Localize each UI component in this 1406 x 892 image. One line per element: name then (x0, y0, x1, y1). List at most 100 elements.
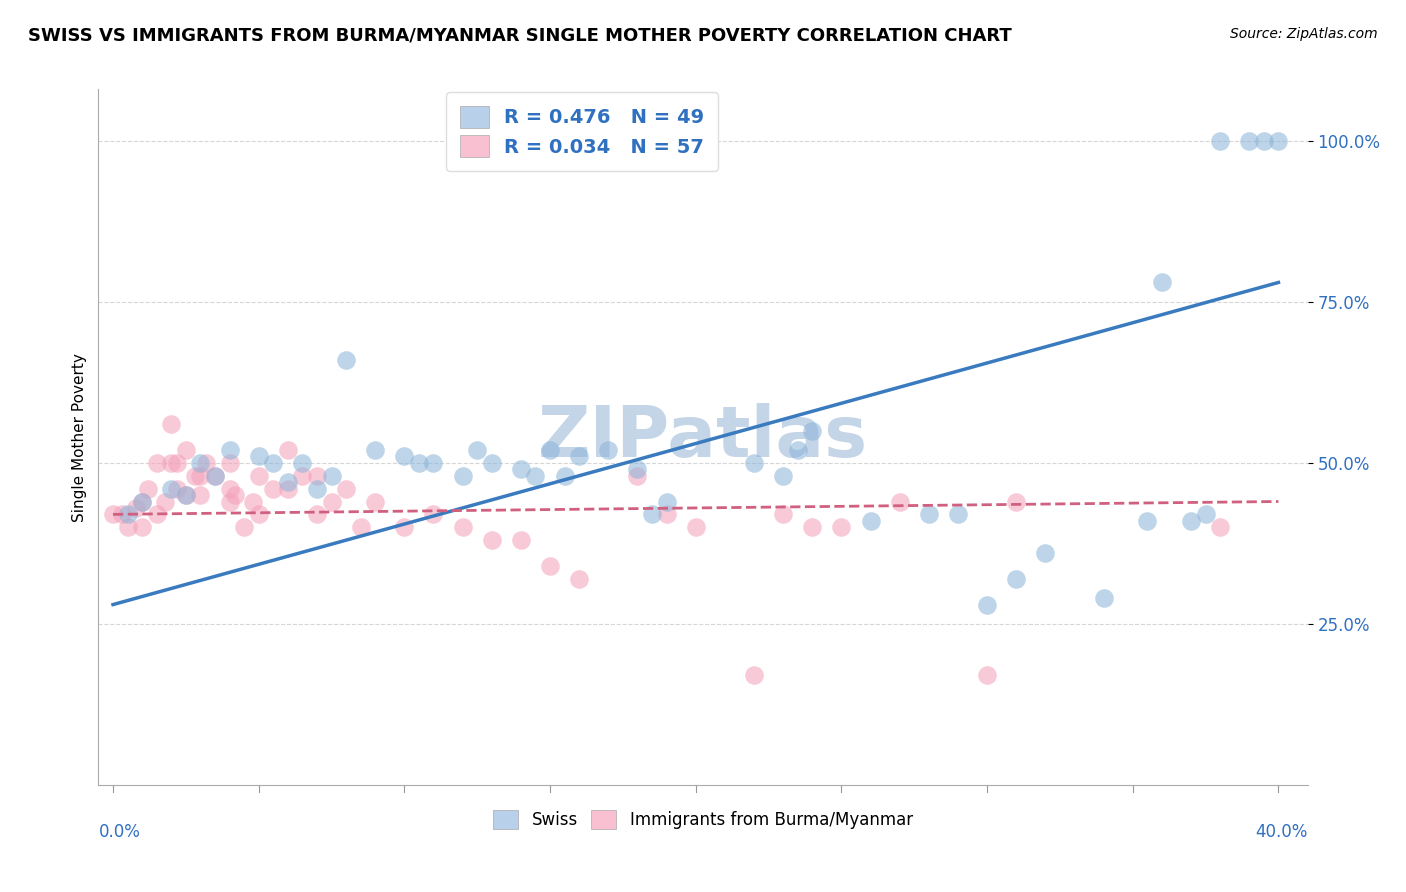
Text: SWISS VS IMMIGRANTS FROM BURMA/MYANMAR SINGLE MOTHER POVERTY CORRELATION CHART: SWISS VS IMMIGRANTS FROM BURMA/MYANMAR S… (28, 27, 1012, 45)
Point (451, 520, 474, 534)
Point (131, 494, 153, 508)
Point (136, 482, 159, 496)
Point (1239, 134, 1261, 148)
Point (772, 508, 794, 522)
Point (364, 494, 387, 508)
Point (685, 520, 707, 534)
Point (801, 520, 824, 534)
Point (946, 508, 969, 522)
Point (976, 668, 998, 682)
Legend: Swiss, Immigrants from Burma/Myanmar: Swiss, Immigrants from Burma/Myanmar (486, 803, 920, 836)
Point (305, 468, 328, 483)
Point (465, 442, 488, 457)
Point (190, 468, 212, 483)
Point (538, 558, 561, 573)
Point (204, 468, 226, 483)
Point (204, 468, 226, 483)
Point (247, 450, 270, 464)
Point (1033, 546, 1056, 560)
Point (183, 468, 205, 483)
Point (364, 442, 387, 457)
Point (481, 456, 503, 470)
Point (111, 508, 134, 522)
Point (408, 456, 430, 470)
Point (394, 520, 416, 534)
Point (451, 468, 474, 483)
Point (321, 494, 343, 508)
Point (859, 514, 882, 528)
Point (509, 533, 531, 548)
Point (145, 508, 167, 522)
Point (1180, 514, 1202, 528)
Point (233, 520, 256, 534)
Point (218, 456, 240, 470)
Point (538, 442, 561, 457)
Point (641, 508, 664, 522)
Point (1209, 520, 1232, 534)
Point (218, 442, 240, 457)
Point (277, 482, 299, 496)
Y-axis label: Single Mother Poverty: Single Mother Poverty (72, 352, 87, 522)
Text: 0.0%: 0.0% (98, 823, 141, 841)
Point (335, 482, 357, 496)
Text: Source: ZipAtlas.com: Source: ZipAtlas.com (1230, 27, 1378, 41)
Point (160, 482, 183, 496)
Point (568, 450, 591, 464)
Point (305, 482, 328, 496)
Point (131, 520, 153, 534)
Point (277, 442, 299, 457)
Point (190, 456, 212, 470)
Point (174, 442, 197, 457)
Point (247, 468, 270, 483)
Point (160, 417, 183, 432)
Point (335, 352, 357, 367)
Point (554, 468, 576, 483)
Point (598, 442, 620, 457)
Point (101, 508, 124, 522)
Point (117, 520, 139, 534)
Point (422, 456, 444, 470)
Point (125, 500, 148, 515)
Point (218, 494, 240, 508)
Point (262, 482, 284, 496)
Point (174, 488, 197, 502)
Point (1150, 276, 1173, 290)
Text: ZIPatlas: ZIPatlas (538, 402, 868, 472)
Point (277, 475, 299, 490)
Point (291, 456, 314, 470)
Point (1136, 514, 1159, 528)
Point (568, 572, 591, 586)
Point (422, 508, 444, 522)
Point (160, 456, 183, 470)
Point (131, 494, 153, 508)
Point (1005, 572, 1028, 586)
Point (509, 462, 531, 476)
Point (742, 668, 765, 682)
Point (1194, 508, 1216, 522)
Point (1253, 134, 1275, 148)
Point (224, 488, 246, 502)
Point (918, 508, 941, 522)
Text: 40.0%: 40.0% (1256, 823, 1308, 841)
Point (742, 456, 765, 470)
Point (626, 462, 648, 476)
Point (889, 494, 911, 508)
Point (976, 598, 998, 612)
Point (772, 468, 794, 483)
Point (262, 456, 284, 470)
Point (174, 488, 197, 502)
Point (655, 508, 678, 522)
Point (242, 494, 264, 508)
Point (1267, 134, 1289, 148)
Point (321, 468, 343, 483)
Point (117, 508, 139, 522)
Point (350, 520, 373, 534)
Point (830, 520, 852, 534)
Point (626, 468, 648, 483)
Point (247, 508, 270, 522)
Point (190, 488, 212, 502)
Point (218, 482, 240, 496)
Point (394, 450, 416, 464)
Point (524, 468, 547, 483)
Point (155, 494, 177, 508)
